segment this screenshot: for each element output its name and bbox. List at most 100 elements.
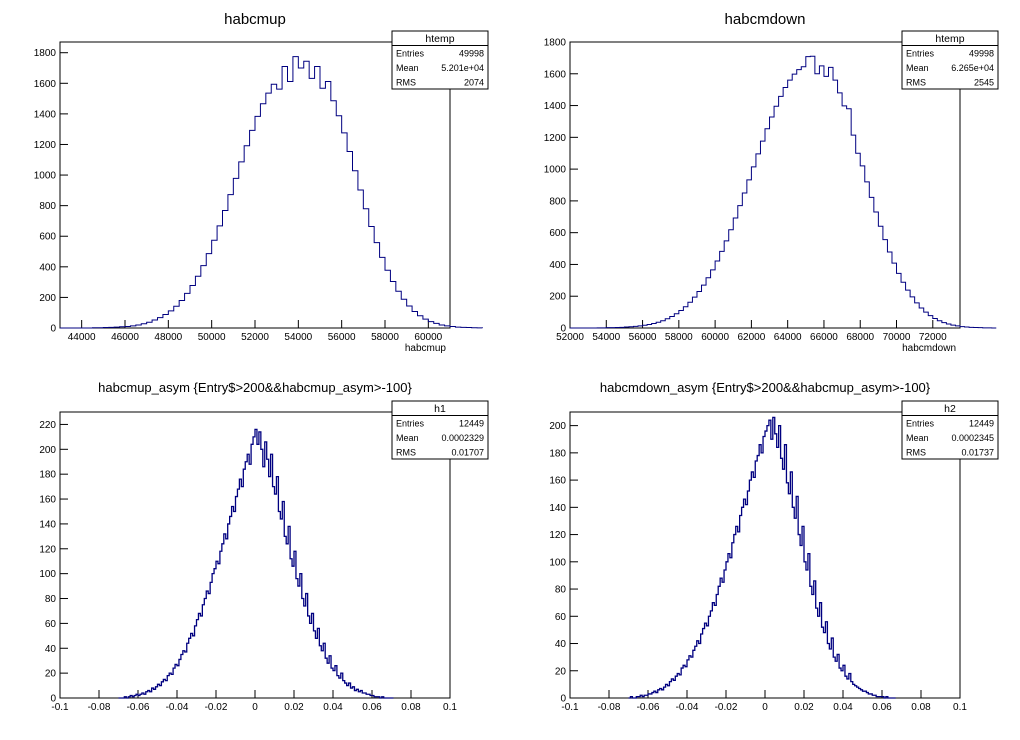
y-tick-label: 1600: [544, 69, 567, 80]
chart-title: habcmdown: [725, 11, 806, 28]
y-tick-label: 0: [50, 694, 56, 705]
x-tick-label: -0.06: [127, 702, 150, 713]
plot-frame: [569, 41, 961, 329]
y-tick-label: 220: [39, 420, 56, 431]
y-tick-label: 60: [45, 619, 57, 630]
y-tick-label: 600: [39, 232, 56, 243]
histogram-panel-1: habcmup 44000 46000 48000 50000 52000 54000 560…: [34, 11, 489, 354]
x-tick-label: -0.04: [676, 702, 699, 713]
y-tick-label: 400: [549, 260, 566, 271]
y-tick-label: 800: [549, 196, 566, 207]
chart-title: habcmup_asym {Entry$>200&&habcmup_asym>-…: [98, 380, 412, 395]
y-tick-label: 80: [45, 594, 57, 605]
stats-name: h1: [434, 403, 446, 415]
stats-label-mean: Mean: [906, 63, 929, 73]
stats-label-mean: Mean: [396, 63, 419, 73]
histogram-series: [570, 55, 997, 329]
x-tick-label: -0.08: [88, 702, 111, 713]
x-tick-label: 0.04: [833, 702, 853, 713]
x-tick-label: 56000: [328, 332, 356, 343]
y-tick-label: 180: [39, 470, 56, 481]
x-tick-label: 0.1: [443, 702, 457, 713]
chart-title: habcmdown_asym {Entry$>200&&habcmup_asym…: [600, 380, 931, 395]
y-tick-label: 1800: [544, 38, 567, 49]
y-tick-label: 1000: [34, 171, 57, 182]
stats-value-rms: 0.01737: [961, 448, 994, 458]
x-tick-label: 58000: [665, 332, 693, 343]
y-tick-label: 160: [549, 476, 566, 487]
y-tick-label: 1400: [34, 109, 57, 120]
x-tick-label: 0.08: [401, 702, 421, 713]
y-tick-label: 1600: [34, 79, 57, 90]
x-tick-label: 60000: [701, 332, 729, 343]
x-tick-label: 0: [252, 702, 258, 713]
x-tick-label: 0.02: [284, 702, 304, 713]
x-tick-label: 66000: [810, 332, 838, 343]
y-tick-label: 0: [560, 694, 566, 705]
stats-label-entries: Entries: [906, 419, 935, 429]
x-tick-label: 0.04: [323, 702, 343, 713]
x-tick-label: 56000: [629, 332, 657, 343]
x-axis-label: habcmup: [405, 343, 447, 354]
x-tick-label: 54000: [284, 332, 312, 343]
x-tick-label: 72000: [919, 332, 947, 343]
x-tick-label: 44000: [68, 332, 96, 343]
y-tick-label: 140: [549, 503, 566, 514]
y-tick-label: 800: [39, 201, 56, 212]
y-tick-label: 1800: [34, 48, 57, 59]
stats-label-rms: RMS: [396, 448, 416, 458]
x-tick-label: 62000: [737, 332, 765, 343]
stats-value-rms: 2545: [974, 78, 994, 88]
chart-title: habcmup: [224, 11, 286, 28]
stats-name: h2: [944, 403, 956, 415]
stats-label-rms: RMS: [396, 78, 416, 88]
x-tick-label: 0: [762, 702, 768, 713]
stats-value-mean: 6.265e+04: [951, 63, 994, 73]
x-tick-label: 0.06: [362, 702, 382, 713]
x-tick-label: -0.08: [598, 702, 621, 713]
x-tick-label: 52000: [241, 332, 269, 343]
y-tick-label: 1000: [544, 165, 567, 176]
stats-label-rms: RMS: [906, 78, 926, 88]
x-tick-label: -0.04: [166, 702, 189, 713]
x-tick-label: 54000: [592, 332, 620, 343]
stats-value-mean: 0.0002329: [441, 433, 484, 443]
stats-name: htemp: [935, 33, 964, 45]
x-tick-label: 58000: [371, 332, 399, 343]
y-tick-label: 200: [39, 445, 56, 456]
y-tick-label: 1400: [544, 101, 567, 112]
y-tick-label: 120: [549, 530, 566, 541]
histogram-panel-2: habcmdown 52000 54000 56000 58000 60000 62000 6…: [544, 11, 999, 354]
y-tick-label: 160: [39, 495, 56, 506]
stats-box: h1 Entries 12449 Mean 0.0002329 RMS 0.01707: [391, 400, 489, 460]
stats-value-mean: 5.201e+04: [441, 63, 484, 73]
x-tick-label: 0.1: [953, 702, 967, 713]
stats-name: htemp: [425, 33, 454, 45]
y-tick-label: 120: [39, 544, 56, 555]
histogram-panel-4: habcmdown_asym {Entry$>200&&habcmup_asym…: [549, 380, 999, 713]
x-tick-label: 52000: [556, 332, 584, 343]
y-tick-label: 200: [549, 421, 566, 432]
y-tick-label: 100: [549, 557, 566, 568]
x-tick-label: -0.1: [561, 702, 579, 713]
y-tick-label: 0: [560, 324, 566, 335]
x-tick-label: 68000: [846, 332, 874, 343]
y-tick-label: 60: [555, 612, 567, 623]
y-tick-label: 200: [549, 292, 566, 303]
y-tick-label: 20: [555, 666, 567, 677]
y-tick-label: 80: [555, 585, 567, 596]
stats-value-mean: 0.0002345: [951, 433, 994, 443]
x-axis-label: habcmdown: [902, 343, 956, 354]
stats-label-mean: Mean: [906, 433, 929, 443]
x-tick-label: -0.02: [715, 702, 738, 713]
stats-value-rms: 2074: [464, 78, 484, 88]
stats-value-entries: 12449: [969, 419, 994, 429]
stats-label-entries: Entries: [396, 419, 425, 429]
histogram-panel-3: habcmup_asym {Entry$>200&&habcmup_asym>-…: [39, 380, 489, 713]
y-tick-label: 0: [50, 324, 56, 335]
stats-box: h2 Entries 12449 Mean 0.0002345 RMS 0.01737: [901, 400, 999, 460]
stats-value-entries: 49998: [459, 49, 484, 59]
